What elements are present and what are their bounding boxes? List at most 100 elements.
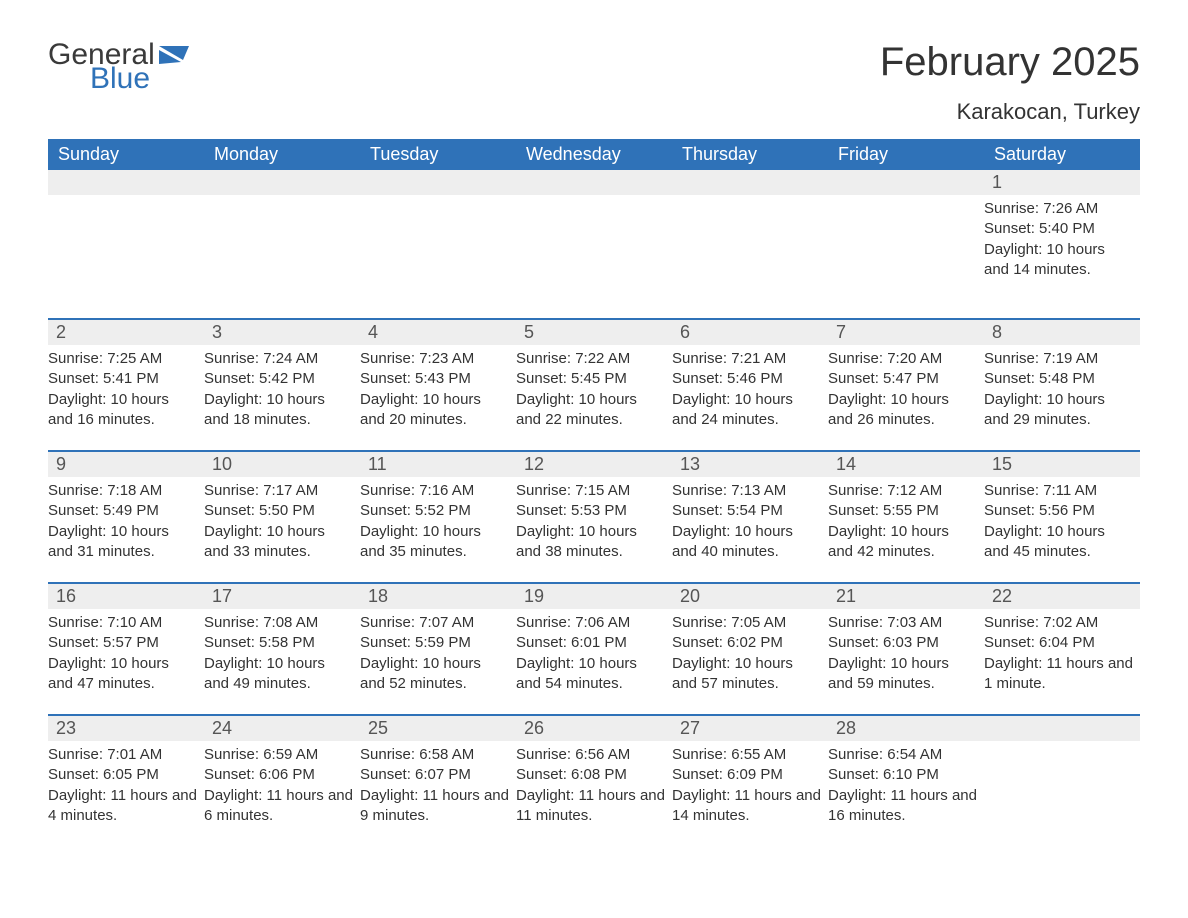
day-number: 22 xyxy=(984,582,1140,609)
day-number: 1 xyxy=(984,170,1140,195)
calendar-cell: 16Sunrise: 7:10 AMSunset: 5:57 PMDayligh… xyxy=(48,582,204,714)
calendar-cell: 25Sunrise: 6:58 AMSunset: 6:07 PMDayligh… xyxy=(360,714,516,846)
day-number: 5 xyxy=(516,318,672,345)
day-details: Sunrise: 7:01 AMSunset: 6:05 PMDaylight:… xyxy=(48,741,204,830)
day-number: 4 xyxy=(360,318,516,345)
calendar-cell: 8Sunrise: 7:19 AMSunset: 5:48 PMDaylight… xyxy=(984,318,1140,450)
calendar-cell xyxy=(516,170,672,318)
day-details: Sunrise: 7:16 AMSunset: 5:52 PMDaylight:… xyxy=(360,477,516,566)
day-number: 6 xyxy=(672,318,828,345)
day-number: 26 xyxy=(516,714,672,741)
calendar-cell: 10Sunrise: 7:17 AMSunset: 5:50 PMDayligh… xyxy=(204,450,360,582)
day-number xyxy=(984,714,1140,741)
calendar-cell xyxy=(204,170,360,318)
day-details: Sunrise: 6:59 AMSunset: 6:06 PMDaylight:… xyxy=(204,741,360,830)
flag-icon xyxy=(159,46,189,70)
day-details: Sunrise: 6:58 AMSunset: 6:07 PMDaylight:… xyxy=(360,741,516,830)
day-number: 12 xyxy=(516,450,672,477)
logo: General Blue xyxy=(48,40,189,94)
calendar-week: 16Sunrise: 7:10 AMSunset: 5:57 PMDayligh… xyxy=(48,582,1140,714)
calendar-cell xyxy=(48,170,204,318)
day-details: Sunrise: 7:12 AMSunset: 5:55 PMDaylight:… xyxy=(828,477,984,566)
calendar-cell xyxy=(360,170,516,318)
day-number xyxy=(828,170,984,195)
calendar-cell: 12Sunrise: 7:15 AMSunset: 5:53 PMDayligh… xyxy=(516,450,672,582)
logo-word-blue: Blue xyxy=(90,64,155,94)
calendar-cell: 6Sunrise: 7:21 AMSunset: 5:46 PMDaylight… xyxy=(672,318,828,450)
calendar-cell: 21Sunrise: 7:03 AMSunset: 6:03 PMDayligh… xyxy=(828,582,984,714)
day-number xyxy=(360,170,516,195)
day-number xyxy=(516,170,672,195)
calendar-week: 9Sunrise: 7:18 AMSunset: 5:49 PMDaylight… xyxy=(48,450,1140,582)
weekday-row: SundayMondayTuesdayWednesdayThursdayFrid… xyxy=(48,139,1140,170)
weekday-header: Tuesday xyxy=(360,139,516,170)
day-details: Sunrise: 6:56 AMSunset: 6:08 PMDaylight:… xyxy=(516,741,672,830)
day-number: 3 xyxy=(204,318,360,345)
calendar-cell: 27Sunrise: 6:55 AMSunset: 6:09 PMDayligh… xyxy=(672,714,828,846)
day-details: Sunrise: 7:10 AMSunset: 5:57 PMDaylight:… xyxy=(48,609,204,698)
calendar-cell xyxy=(672,170,828,318)
weekday-header: Thursday xyxy=(672,139,828,170)
day-details: Sunrise: 6:54 AMSunset: 6:10 PMDaylight:… xyxy=(828,741,984,830)
day-number: 21 xyxy=(828,582,984,609)
day-number: 11 xyxy=(360,450,516,477)
calendar-cell: 22Sunrise: 7:02 AMSunset: 6:04 PMDayligh… xyxy=(984,582,1140,714)
logo-text: General Blue xyxy=(48,40,155,94)
day-number: 20 xyxy=(672,582,828,609)
day-number xyxy=(672,170,828,195)
day-number: 18 xyxy=(360,582,516,609)
calendar-cell: 4Sunrise: 7:23 AMSunset: 5:43 PMDaylight… xyxy=(360,318,516,450)
day-details: Sunrise: 7:06 AMSunset: 6:01 PMDaylight:… xyxy=(516,609,672,698)
day-number: 10 xyxy=(204,450,360,477)
day-number: 27 xyxy=(672,714,828,741)
calendar-table: SundayMondayTuesdayWednesdayThursdayFrid… xyxy=(48,139,1140,846)
calendar-cell xyxy=(828,170,984,318)
day-number: 7 xyxy=(828,318,984,345)
day-number: 9 xyxy=(48,450,204,477)
day-number: 15 xyxy=(984,450,1140,477)
title-block: February 2025 Karakocan, Turkey xyxy=(880,40,1140,131)
calendar-cell: 17Sunrise: 7:08 AMSunset: 5:58 PMDayligh… xyxy=(204,582,360,714)
calendar-week: 1Sunrise: 7:26 AMSunset: 5:40 PMDaylight… xyxy=(48,170,1140,318)
calendar-cell: 23Sunrise: 7:01 AMSunset: 6:05 PMDayligh… xyxy=(48,714,204,846)
weekday-header: Wednesday xyxy=(516,139,672,170)
day-details: Sunrise: 7:07 AMSunset: 5:59 PMDaylight:… xyxy=(360,609,516,698)
day-details: Sunrise: 7:19 AMSunset: 5:48 PMDaylight:… xyxy=(984,345,1140,434)
day-details: Sunrise: 7:17 AMSunset: 5:50 PMDaylight:… xyxy=(204,477,360,566)
weekday-header: Sunday xyxy=(48,139,204,170)
calendar-cell: 24Sunrise: 6:59 AMSunset: 6:06 PMDayligh… xyxy=(204,714,360,846)
calendar-cell: 9Sunrise: 7:18 AMSunset: 5:49 PMDaylight… xyxy=(48,450,204,582)
calendar-head: SundayMondayTuesdayWednesdayThursdayFrid… xyxy=(48,139,1140,170)
calendar-body: 1Sunrise: 7:26 AMSunset: 5:40 PMDaylight… xyxy=(48,170,1140,846)
calendar-cell: 11Sunrise: 7:16 AMSunset: 5:52 PMDayligh… xyxy=(360,450,516,582)
day-details: Sunrise: 7:02 AMSunset: 6:04 PMDaylight:… xyxy=(984,609,1140,698)
day-number: 16 xyxy=(48,582,204,609)
day-details: Sunrise: 7:24 AMSunset: 5:42 PMDaylight:… xyxy=(204,345,360,434)
day-number: 28 xyxy=(828,714,984,741)
day-number: 25 xyxy=(360,714,516,741)
day-number xyxy=(204,170,360,195)
day-number xyxy=(48,170,204,195)
day-number: 14 xyxy=(828,450,984,477)
location: Karakocan, Turkey xyxy=(880,99,1140,125)
calendar-cell: 7Sunrise: 7:20 AMSunset: 5:47 PMDaylight… xyxy=(828,318,984,450)
calendar-cell: 15Sunrise: 7:11 AMSunset: 5:56 PMDayligh… xyxy=(984,450,1140,582)
calendar-cell: 1Sunrise: 7:26 AMSunset: 5:40 PMDaylight… xyxy=(984,170,1140,318)
month-title: February 2025 xyxy=(880,40,1140,85)
day-details: Sunrise: 7:26 AMSunset: 5:40 PMDaylight:… xyxy=(984,195,1140,284)
calendar-cell: 5Sunrise: 7:22 AMSunset: 5:45 PMDaylight… xyxy=(516,318,672,450)
day-details: Sunrise: 6:55 AMSunset: 6:09 PMDaylight:… xyxy=(672,741,828,830)
calendar-cell: 28Sunrise: 6:54 AMSunset: 6:10 PMDayligh… xyxy=(828,714,984,846)
day-details: Sunrise: 7:22 AMSunset: 5:45 PMDaylight:… xyxy=(516,345,672,434)
day-details: Sunrise: 7:20 AMSunset: 5:47 PMDaylight:… xyxy=(828,345,984,434)
weekday-header: Saturday xyxy=(984,139,1140,170)
calendar-cell: 26Sunrise: 6:56 AMSunset: 6:08 PMDayligh… xyxy=(516,714,672,846)
calendar-cell: 18Sunrise: 7:07 AMSunset: 5:59 PMDayligh… xyxy=(360,582,516,714)
day-details: Sunrise: 7:05 AMSunset: 6:02 PMDaylight:… xyxy=(672,609,828,698)
day-details: Sunrise: 7:13 AMSunset: 5:54 PMDaylight:… xyxy=(672,477,828,566)
calendar-week: 2Sunrise: 7:25 AMSunset: 5:41 PMDaylight… xyxy=(48,318,1140,450)
day-number: 2 xyxy=(48,318,204,345)
day-number: 23 xyxy=(48,714,204,741)
day-number: 17 xyxy=(204,582,360,609)
calendar-week: 23Sunrise: 7:01 AMSunset: 6:05 PMDayligh… xyxy=(48,714,1140,846)
